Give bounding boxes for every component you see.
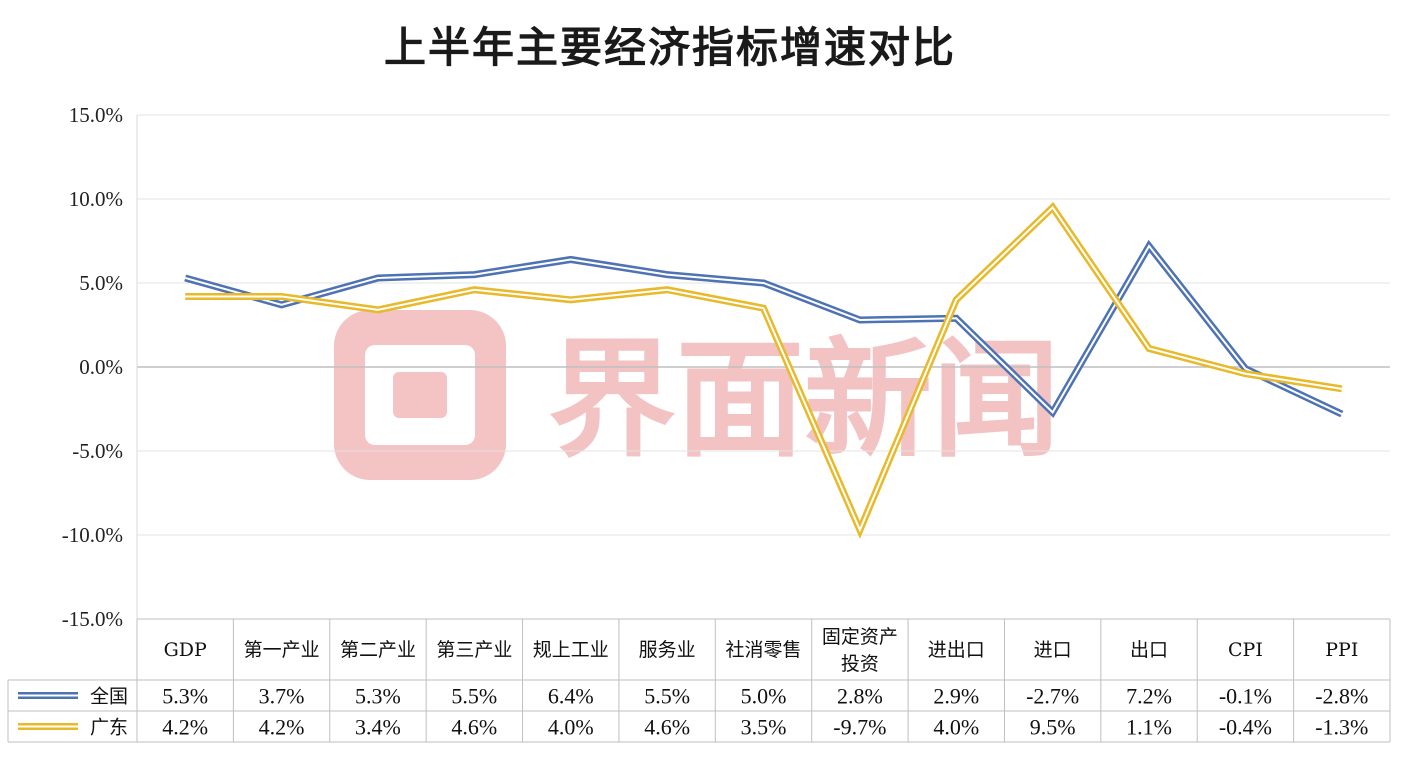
data-label: 4.2% (162, 715, 208, 740)
data-label: 4.0% (933, 715, 979, 740)
data-label: 5.5% (644, 684, 690, 709)
data-label: 9.5% (1030, 715, 1076, 740)
data-label: -2.8% (1315, 684, 1368, 709)
data-label: 7.2% (1126, 684, 1172, 709)
data-label: 4.2% (259, 715, 305, 740)
data-label: 5.5% (451, 684, 497, 709)
category-label: 进口 (1034, 639, 1072, 661)
data-label: 4.6% (644, 715, 690, 740)
data-label: -2.7% (1026, 684, 1079, 709)
y-tick-label: 10.0% (69, 187, 123, 211)
category-label: 进出口 (928, 639, 985, 661)
y-tick-label: 5.0% (79, 271, 123, 295)
watermark-logo-icon-core (393, 372, 447, 418)
data-label: 4.0% (548, 715, 594, 740)
y-tick-label: -10.0% (62, 523, 123, 547)
data-label: 3.4% (355, 715, 401, 740)
data-label: 3.7% (259, 684, 305, 709)
category-label: 服务业 (639, 639, 696, 661)
y-axis-ticks: 15.0% 10.0% 5.0% 0.0% -5.0% -10.0% -15.0% (62, 103, 123, 631)
category-label: 第二产业 (340, 639, 416, 661)
y-tick-label: -15.0% (62, 607, 123, 631)
category-label: GDP (164, 639, 207, 661)
grid (136, 114, 1390, 620)
category-label: 第一产业 (244, 639, 320, 661)
data-label: 5.3% (162, 684, 208, 709)
data-label: 5.3% (355, 684, 401, 709)
watermark-logo: 界面新闻 (334, 310, 1060, 480)
data-label: 5.0% (741, 684, 787, 709)
y-tick-label: -5.0% (72, 439, 123, 463)
data-label: 3.5% (741, 715, 787, 740)
data-label: -1.3% (1315, 715, 1368, 740)
chart-title: 上半年主要经济指标增速对比 (383, 23, 956, 72)
data-label: 2.8% (837, 684, 883, 709)
category-label: 第三产业 (436, 639, 512, 661)
category-label: PPI (1325, 639, 1358, 661)
data-label: 1.1% (1126, 715, 1172, 740)
legend-label-0: 全国 (90, 686, 128, 708)
data-label: -0.4% (1219, 715, 1272, 740)
data-label: -0.1% (1219, 684, 1272, 709)
legend-label-1: 广东 (90, 717, 128, 739)
y-tick-label: 15.0% (69, 103, 123, 127)
data-label: 4.6% (451, 715, 497, 740)
category-label: CPI (1228, 639, 1263, 661)
category-label: 社消零售 (725, 639, 801, 661)
category-label: 出口 (1130, 639, 1168, 661)
category-label: 投资 (841, 653, 879, 675)
category-label: 固定资产 (822, 626, 898, 648)
data-label: -9.7% (833, 715, 886, 740)
series-lines (184, 202, 1344, 539)
data-label: 2.9% (933, 684, 979, 709)
category-label: 规上工业 (533, 639, 609, 661)
data-label: 6.4% (548, 684, 594, 709)
y-tick-label: 0.0% (79, 355, 123, 379)
